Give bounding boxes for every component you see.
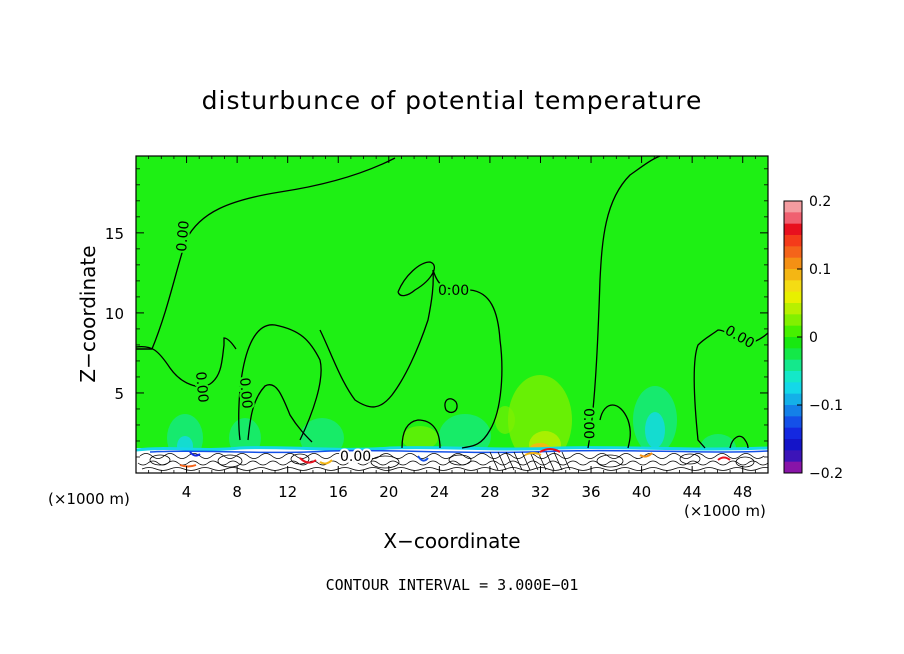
colorbar-swatch	[784, 427, 802, 440]
colorbar-tick-label: −0.1	[809, 398, 843, 414]
x-tick-label: 20	[379, 483, 398, 501]
x-tick-label: 40	[632, 483, 651, 501]
y-tick-label: 5	[114, 385, 124, 403]
colorbar-tick-label: 0.2	[809, 194, 831, 210]
colorbar-swatch	[784, 382, 802, 395]
contour-label: 0.00	[580, 408, 596, 439]
contour-label: 0.00	[340, 449, 371, 465]
colorbar-swatch	[784, 291, 802, 304]
contour-label: 0.00	[438, 283, 469, 299]
colorbar-swatch	[784, 314, 802, 327]
zero-contours	[136, 156, 768, 449]
x-unit-right: (×1000 m)	[684, 502, 766, 520]
colorbar-swatch	[784, 257, 802, 270]
colorbar	[783, 200, 803, 474]
contour-label: 0.00	[174, 220, 193, 252]
x-tick-label: 4	[182, 483, 192, 501]
colorbar-tick-label: 0	[809, 330, 818, 346]
contour-label: 0.00	[236, 377, 255, 409]
x-tick-label: 48	[733, 483, 752, 501]
x-tick-label: 12	[278, 483, 297, 501]
cool-patch	[645, 412, 665, 448]
colorbar-swatch	[784, 461, 802, 474]
y-tick-label: 15	[105, 225, 124, 243]
contour-interval-note: CONTOUR INTERVAL = 3.000E−01	[325, 576, 579, 594]
colorbar-swatch	[784, 201, 802, 213]
colorbar-swatch	[784, 348, 802, 361]
warm-patch	[402, 426, 438, 450]
x-axis: 4 8 12 16 20 24 28 32 36 40 44 48	[148, 156, 756, 501]
contour-label: 0.00	[192, 371, 211, 403]
x-tick-label: 44	[683, 483, 702, 501]
warm-patch	[495, 406, 515, 434]
x-tick-label: 36	[581, 483, 600, 501]
colorbar-swatch	[784, 359, 802, 372]
colorbar-swatch	[784, 325, 802, 338]
x-unit-left: (×1000 m)	[48, 490, 130, 508]
colorbar-swatch	[784, 269, 802, 281]
y-axis-label: Z−coordinate	[76, 245, 100, 382]
surface-turbulence	[137, 451, 768, 471]
colorbar-tick-label: 0.1	[809, 262, 831, 278]
x-tick-label: 28	[480, 483, 499, 501]
colorbar-swatch	[784, 212, 802, 225]
colorbar-swatch	[784, 280, 802, 293]
colorbar-axis: 0.2 0.1 0 −0.1 −0.2	[797, 194, 843, 482]
colorbar-swatch	[784, 371, 802, 383]
colorbar-swatch	[784, 303, 802, 315]
colorbar-swatch	[784, 450, 802, 463]
y-tick-label: 10	[105, 305, 124, 323]
colorbar-swatch	[784, 416, 802, 429]
x-tick-label: 16	[329, 483, 348, 501]
colorbar-swatch	[784, 235, 802, 247]
x-tick-label: 32	[531, 483, 550, 501]
colorbar-tick-label: −0.2	[809, 466, 843, 482]
y-axis: 5 10 15	[105, 168, 768, 458]
colorbar-swatch	[784, 393, 802, 406]
chart-title: disturbunce of potential temperature	[201, 86, 703, 115]
x-tick-label: 8	[232, 483, 242, 501]
x-axis-label: X−coordinate	[383, 529, 520, 553]
colorbar-swatch	[784, 439, 802, 451]
colorbar-swatch	[784, 223, 802, 236]
colorbar-swatch	[784, 337, 802, 349]
x-tick-label: 24	[430, 483, 449, 501]
colorbar-swatch	[784, 405, 802, 417]
surface-color-streaks	[179, 448, 731, 468]
surface-layer-top	[136, 446, 768, 452]
colorbar-swatch	[784, 246, 802, 259]
surface-layer-top	[149, 449, 768, 454]
contour-field	[136, 156, 768, 473]
